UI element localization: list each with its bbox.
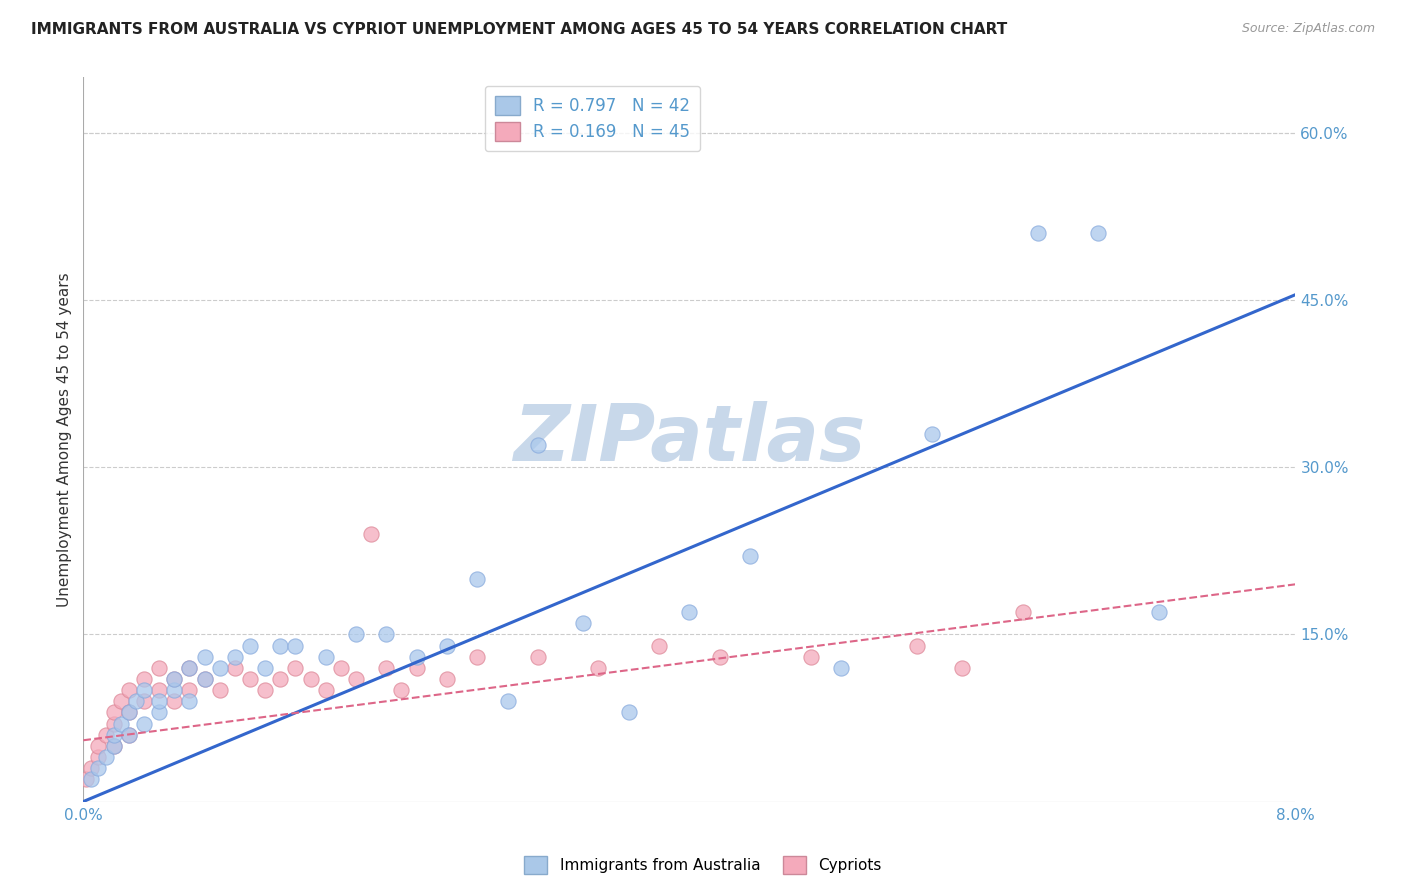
Point xyxy=(193,672,215,686)
Point xyxy=(224,661,246,675)
Point xyxy=(80,772,103,787)
Point xyxy=(269,639,291,653)
Point xyxy=(118,683,141,698)
Point xyxy=(1147,605,1170,619)
Point xyxy=(905,639,928,653)
Point xyxy=(208,661,231,675)
Point xyxy=(193,672,215,686)
Point xyxy=(87,761,110,775)
Point xyxy=(588,661,610,675)
Point xyxy=(110,716,132,731)
Point xyxy=(617,706,640,720)
Point xyxy=(436,672,458,686)
Point xyxy=(179,683,201,698)
Point xyxy=(163,683,186,698)
Point xyxy=(648,639,671,653)
Point xyxy=(375,627,398,641)
Point xyxy=(208,683,231,698)
Point xyxy=(103,728,125,742)
Point xyxy=(179,661,201,675)
Point xyxy=(527,649,550,664)
Point xyxy=(299,672,322,686)
Point xyxy=(391,683,413,698)
Text: ZIPatlas: ZIPatlas xyxy=(513,401,866,477)
Point xyxy=(163,672,186,686)
Point xyxy=(118,728,141,742)
Point xyxy=(709,649,731,664)
Point xyxy=(738,549,761,564)
Point xyxy=(148,661,170,675)
Point xyxy=(132,716,155,731)
Point xyxy=(75,772,97,787)
Point xyxy=(148,694,170,708)
Point xyxy=(239,639,262,653)
Point xyxy=(148,683,170,698)
Point xyxy=(103,739,125,753)
Point xyxy=(193,649,215,664)
Point xyxy=(103,739,125,753)
Point xyxy=(405,661,427,675)
Point xyxy=(329,661,352,675)
Point xyxy=(118,706,141,720)
Point xyxy=(284,639,307,653)
Point xyxy=(224,649,246,664)
Point xyxy=(87,739,110,753)
Point xyxy=(148,706,170,720)
Point xyxy=(110,694,132,708)
Point xyxy=(254,661,277,675)
Point xyxy=(87,750,110,764)
Point xyxy=(950,661,973,675)
Point xyxy=(315,649,337,664)
Point xyxy=(800,649,823,664)
Point xyxy=(118,706,141,720)
Point xyxy=(132,694,155,708)
Point xyxy=(179,661,201,675)
Point xyxy=(465,572,488,586)
Point xyxy=(103,716,125,731)
Point xyxy=(269,672,291,686)
Point xyxy=(465,649,488,664)
Point xyxy=(1026,227,1049,241)
Point xyxy=(921,426,943,441)
Point xyxy=(284,661,307,675)
Point xyxy=(163,694,186,708)
Point xyxy=(118,728,141,742)
Point xyxy=(239,672,262,686)
Point xyxy=(436,639,458,653)
Point xyxy=(132,683,155,698)
Point xyxy=(830,661,852,675)
Point xyxy=(315,683,337,698)
Point xyxy=(1011,605,1033,619)
Point xyxy=(254,683,277,698)
Legend: Immigrants from Australia, Cypriots: Immigrants from Australia, Cypriots xyxy=(519,850,887,880)
Point xyxy=(375,661,398,675)
Point xyxy=(496,694,519,708)
Legend: R = 0.797   N = 42, R = 0.169   N = 45: R = 0.797 N = 42, R = 0.169 N = 45 xyxy=(485,86,700,151)
Point xyxy=(80,761,103,775)
Point xyxy=(572,616,595,631)
Text: Source: ZipAtlas.com: Source: ZipAtlas.com xyxy=(1241,22,1375,36)
Point xyxy=(125,694,148,708)
Y-axis label: Unemployment Among Ages 45 to 54 years: Unemployment Among Ages 45 to 54 years xyxy=(58,272,72,607)
Point xyxy=(360,527,382,541)
Point xyxy=(405,649,427,664)
Point xyxy=(678,605,700,619)
Point xyxy=(344,627,367,641)
Point xyxy=(103,706,125,720)
Point xyxy=(1087,227,1109,241)
Point xyxy=(94,750,117,764)
Point xyxy=(344,672,367,686)
Point xyxy=(94,728,117,742)
Point xyxy=(163,672,186,686)
Point xyxy=(132,672,155,686)
Text: IMMIGRANTS FROM AUSTRALIA VS CYPRIOT UNEMPLOYMENT AMONG AGES 45 TO 54 YEARS CORR: IMMIGRANTS FROM AUSTRALIA VS CYPRIOT UNE… xyxy=(31,22,1007,37)
Point xyxy=(179,694,201,708)
Point xyxy=(527,438,550,452)
